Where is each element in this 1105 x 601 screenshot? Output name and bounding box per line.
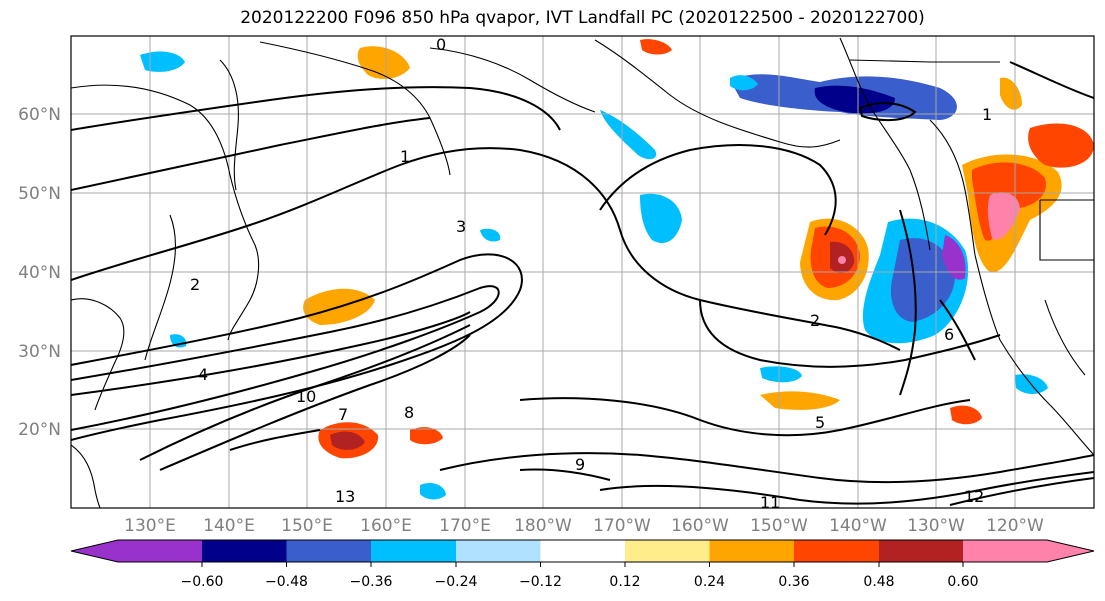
lon-label: 130°W [907,516,965,536]
longitude-labels: 130°E 140°E 150°E 160°E 170°E 180°W 170°… [124,516,1044,536]
contour-label: 7 [338,405,348,424]
colorbar-segment [879,540,963,562]
coastlines [71,37,1094,508]
graticule [71,36,1094,508]
lon-label: 140°W [829,516,887,536]
lat-label: 60°N [18,105,61,125]
colorbar-segment [118,540,202,562]
lat-label: 50°N [18,184,61,204]
lat-label: 20°N [18,420,61,440]
contour-label: 10 [296,387,316,406]
lon-label: 180°W [514,516,572,536]
colorbar-extend-high [1047,540,1094,562]
contour-label: 1 [400,147,410,166]
lon-label: 120°W [986,516,1044,536]
lon-label: 130°E [124,516,176,536]
contour-label: 8 [404,403,414,422]
colorbar-segment [540,540,625,562]
colorbar-tick-label: 0.48 [863,574,894,590]
map-content: 0 1 1 2 2 3 4 5 6 7 8 9 10 11 12 13 [71,35,1094,512]
colorbar-tick-label: −0.24 [435,574,478,590]
colorbar-tick-label: −0.36 [350,574,393,590]
colorbar-segment [202,540,287,562]
contour-label-group: 0 1 1 2 2 3 4 5 6 7 8 9 10 11 12 13 [190,35,992,512]
colorbar-tick-label: −0.60 [181,574,224,590]
lon-label: 170°E [439,516,491,536]
colorbar-outline [70,539,1095,563]
colorbar-tick-label: 0.24 [694,574,725,590]
colorbar-segment [456,540,541,562]
colorbar-tick-label: −0.48 [265,574,308,590]
contour-label: 4 [198,365,208,384]
lon-label: 140°E [203,516,255,536]
colorbar-tick-label: −0.12 [519,574,562,590]
lon-label: 150°W [750,516,808,536]
colorbar-segment [963,540,1047,562]
colorbar-extend-low [71,540,118,562]
colorbar-ticks [201,562,964,567]
contour-label: 12 [964,487,984,506]
lon-label: 160°W [671,516,729,536]
contour-label: 2 [190,275,200,294]
contour-label: 2 [810,311,820,330]
colorbar-tick-labels: −0.60 −0.48 −0.36 −0.24 −0.12 0.12 0.24 … [181,574,979,590]
contour-label: 11 [760,493,780,512]
colorbar-tick-label: 0.12 [609,574,640,590]
lat-label: 30°N [18,342,61,362]
colorbar-tick-label: 0.60 [947,574,978,590]
contour-label: 0 [436,35,446,54]
colorbar-segment [625,540,710,562]
map-title: 2020122200 F096 850 hPa qvapor, IVT Land… [240,8,925,28]
colorbar-segment [709,540,794,562]
contour-label: 13 [335,487,355,506]
colorbar-segment [794,540,879,562]
map-frame [70,35,1095,509]
lon-label: 160°E [360,516,412,536]
contour-label: 1 [982,105,992,124]
anomaly-shading [140,39,1094,500]
colorbar: −0.60 −0.48 −0.36 −0.24 −0.12 0.12 0.24 … [70,539,1095,590]
lon-label: 150°E [281,516,333,536]
colorbar-tick-label: 0.36 [778,574,809,590]
contour-label: 9 [575,455,585,474]
colorbar-segment [286,540,371,562]
colorbar-segment [371,540,456,562]
contour-label: 6 [944,325,954,344]
lon-label: 170°W [593,516,651,536]
latitude-labels: 60°N 50°N 40°N 30°N 20°N [18,105,61,440]
lat-label: 40°N [18,263,61,283]
contour-label: 3 [456,217,466,236]
contour-label: 5 [815,413,825,432]
ivt-contours [71,61,1094,506]
